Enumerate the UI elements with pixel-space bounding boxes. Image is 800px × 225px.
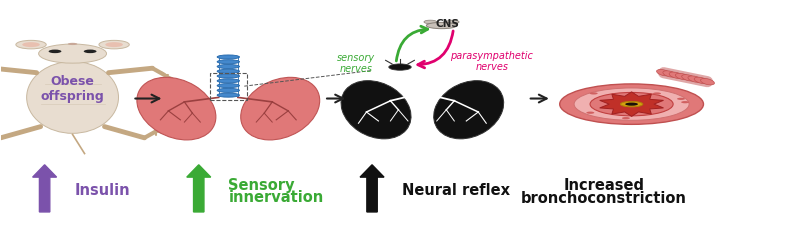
Ellipse shape (669, 73, 683, 79)
Ellipse shape (217, 56, 239, 60)
Ellipse shape (694, 78, 708, 84)
Ellipse shape (701, 79, 714, 86)
Text: parasympathetic
nerves: parasympathetic nerves (450, 50, 534, 72)
Ellipse shape (241, 78, 320, 140)
Circle shape (653, 93, 661, 95)
FancyArrow shape (186, 165, 210, 212)
Text: CNS: CNS (436, 19, 460, 29)
Ellipse shape (688, 76, 702, 83)
FancyArrow shape (33, 165, 57, 212)
Circle shape (681, 102, 689, 104)
Ellipse shape (217, 94, 239, 98)
Text: Increased: Increased (563, 178, 644, 193)
Ellipse shape (217, 75, 239, 79)
Ellipse shape (621, 102, 642, 107)
Ellipse shape (217, 61, 239, 65)
Circle shape (677, 98, 685, 101)
Ellipse shape (99, 41, 130, 50)
Ellipse shape (217, 65, 239, 69)
Circle shape (590, 93, 598, 95)
Circle shape (590, 93, 673, 116)
Ellipse shape (434, 81, 504, 139)
Text: Insulin: Insulin (74, 182, 130, 197)
Ellipse shape (137, 78, 216, 140)
Circle shape (574, 89, 689, 121)
Ellipse shape (675, 74, 690, 80)
Ellipse shape (341, 81, 411, 139)
FancyArrow shape (360, 165, 384, 212)
Text: Obese
offspring: Obese offspring (41, 75, 105, 103)
Circle shape (446, 21, 459, 25)
Ellipse shape (682, 75, 696, 82)
Circle shape (622, 117, 630, 120)
Circle shape (560, 85, 703, 125)
Ellipse shape (657, 70, 670, 77)
Ellipse shape (626, 103, 638, 106)
Ellipse shape (16, 41, 46, 50)
Circle shape (424, 21, 437, 25)
Text: sensory
nerves: sensory nerves (337, 53, 375, 74)
Polygon shape (600, 92, 663, 117)
Ellipse shape (38, 45, 106, 64)
Ellipse shape (217, 79, 239, 83)
Text: innervation: innervation (228, 189, 323, 204)
Circle shape (84, 50, 97, 54)
Ellipse shape (217, 70, 239, 74)
Circle shape (49, 50, 62, 54)
Ellipse shape (68, 44, 78, 46)
Ellipse shape (217, 84, 239, 88)
Text: Sensory: Sensory (228, 178, 294, 193)
Ellipse shape (217, 89, 239, 93)
Ellipse shape (26, 62, 118, 134)
Ellipse shape (389, 65, 411, 71)
Ellipse shape (106, 43, 123, 48)
Ellipse shape (663, 72, 677, 78)
Text: bronchoconstriction: bronchoconstriction (521, 190, 686, 205)
Circle shape (586, 112, 594, 114)
Ellipse shape (426, 23, 457, 29)
Ellipse shape (22, 43, 40, 48)
Text: Neural reflex: Neural reflex (402, 182, 510, 197)
